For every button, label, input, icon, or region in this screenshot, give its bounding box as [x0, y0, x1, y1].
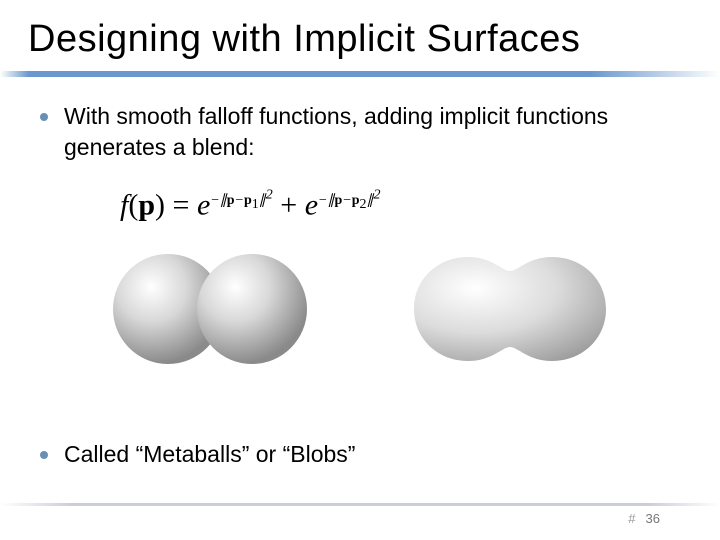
formula-plus: + [273, 189, 305, 222]
metaball-smooth-icon [390, 239, 630, 379]
formula: f(p) = e−∥p−p1∥2 + e−∥p−p2∥2 [40, 177, 680, 233]
bullet-dot-icon [40, 113, 48, 121]
figure-right [390, 239, 630, 379]
page-num-value: 36 [646, 511, 660, 526]
formula-arg: p [138, 189, 155, 222]
bullet-conclusion: Called “Metaballs” or “Blobs” [40, 439, 355, 470]
figures-row [40, 233, 680, 397]
slide-content: With smooth falloff functions, adding im… [0, 77, 720, 397]
page-hash: # [628, 511, 635, 526]
formula-e1: e [197, 189, 210, 222]
bullet-intro: With smooth falloff functions, adding im… [40, 101, 680, 163]
bullet-intro-text: With smooth falloff functions, adding im… [64, 101, 680, 163]
formula-eq: = [165, 189, 197, 222]
bullet-dot-icon [40, 451, 48, 459]
figure-left [90, 239, 330, 379]
metaball-tight-icon [90, 239, 330, 379]
slide-title: Designing with Implicit Surfaces [0, 0, 720, 67]
footer-divider [0, 503, 720, 506]
formula-e2: e [305, 189, 318, 222]
page-number: #36 [628, 511, 660, 526]
slide: Designing with Implicit Surfaces With sm… [0, 0, 720, 540]
bullet-conclusion-text: Called “Metaballs” or “Blobs” [64, 439, 355, 470]
bullet-conclusion-wrap: Called “Metaballs” or “Blobs” [40, 439, 355, 484]
